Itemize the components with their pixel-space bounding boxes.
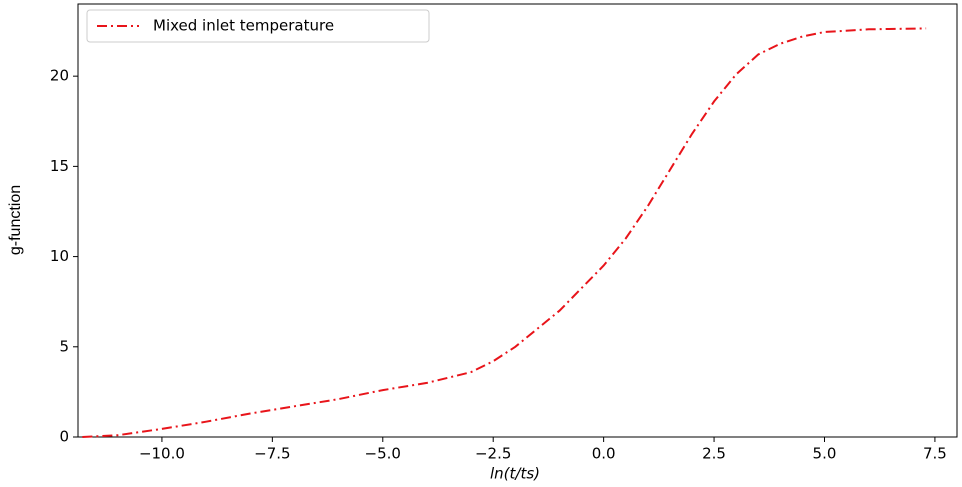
y-tick-label: 5	[59, 337, 69, 355]
x-tick-label: 0.0	[592, 445, 616, 463]
y-tick-label: 20	[50, 67, 69, 85]
y-axis-label: g-function	[7, 185, 24, 255]
data-line	[82, 27, 927, 438]
x-axis-label: ln(t/ts)	[490, 465, 540, 483]
x-tick-label: −5.0	[365, 445, 401, 463]
y-tick-label: 15	[50, 157, 69, 175]
legend-box	[86, 9, 430, 43]
x-tick-label: −7.5	[254, 445, 290, 463]
y-tick-label: 10	[50, 247, 69, 265]
y-tick-label: 0	[59, 428, 69, 446]
x-tick-label: −10.0	[139, 445, 185, 463]
plot-frame	[77, 3, 958, 438]
legend-label: Mixed inlet temperature	[153, 17, 334, 35]
x-tick-label: 7.5	[923, 445, 947, 463]
x-tick-label: 2.5	[702, 445, 726, 463]
x-tick-label: 5.0	[813, 445, 837, 463]
x-tick-label: −2.5	[475, 445, 511, 463]
